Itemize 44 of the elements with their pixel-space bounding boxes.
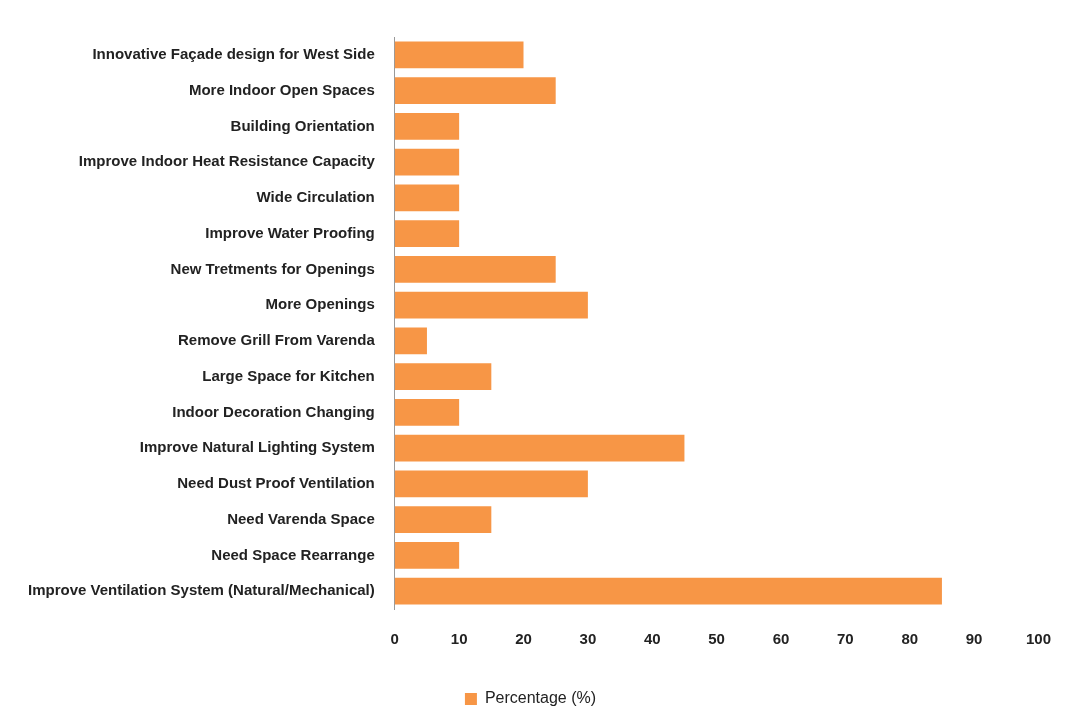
- y-tick-label: Wide Circulation: [256, 188, 375, 206]
- x-tick-label: 50: [708, 630, 725, 648]
- bar: [394, 291, 588, 319]
- bar: [394, 148, 460, 176]
- y-tick-label: Large Space for Kitchen: [202, 366, 375, 384]
- bar: [394, 220, 460, 248]
- bar: [394, 470, 588, 498]
- y-tick-label: New Tretments for Openings: [170, 259, 375, 277]
- y-tick-label: Building Orientation: [230, 116, 375, 134]
- legend-label: Percentage (%): [484, 689, 597, 707]
- x-tick-label: 100: [1025, 630, 1051, 648]
- x-tick-label: 20: [515, 630, 532, 648]
- bar: [394, 363, 492, 391]
- y-tick-label: Indoor Decoration Changing: [172, 402, 375, 420]
- bar: [394, 112, 460, 140]
- bar: [394, 327, 427, 355]
- y-tick-label: Need Dust Proof Ventilation: [177, 474, 375, 492]
- y-tick-label: Improve Water Proofing: [205, 223, 375, 241]
- y-tick-label: Innovative Façade design for West Side: [92, 45, 375, 63]
- y-tick-label: Remove Grill From Varenda: [178, 331, 376, 349]
- bar: [394, 434, 685, 462]
- y-tick-label: More Indoor Open Spaces: [188, 80, 375, 98]
- x-tick-label: 60: [772, 630, 790, 648]
- bar: [394, 541, 460, 569]
- y-tick-label: Improve Natural Lighting System: [139, 438, 375, 456]
- y-tick-label: Improve Ventilation System (Natural/Mechanical): [28, 581, 375, 599]
- y-tick-label: Need Space Rearrange: [211, 545, 375, 563]
- bar: [394, 184, 460, 212]
- y-tick-label: More Openings: [265, 295, 375, 313]
- x-tick-label: 90: [965, 630, 983, 648]
- x-tick-label: 10: [450, 630, 468, 648]
- bar: [394, 398, 460, 426]
- x-tick-label: 40: [643, 630, 661, 648]
- x-tick-label: 30: [579, 630, 597, 648]
- bar: [394, 577, 942, 605]
- x-tick-label: 70: [837, 630, 854, 648]
- bar: [394, 77, 556, 105]
- bar: [394, 41, 524, 69]
- bar: [394, 506, 492, 534]
- bar: [394, 255, 556, 283]
- x-tick-label: 80: [901, 630, 919, 648]
- y-tick-label: Improve Indoor Heat Resistance Capacity: [78, 152, 376, 170]
- y-tick-label: Need Varenda Space: [227, 509, 375, 527]
- x-tick-label: 0: [390, 630, 399, 648]
